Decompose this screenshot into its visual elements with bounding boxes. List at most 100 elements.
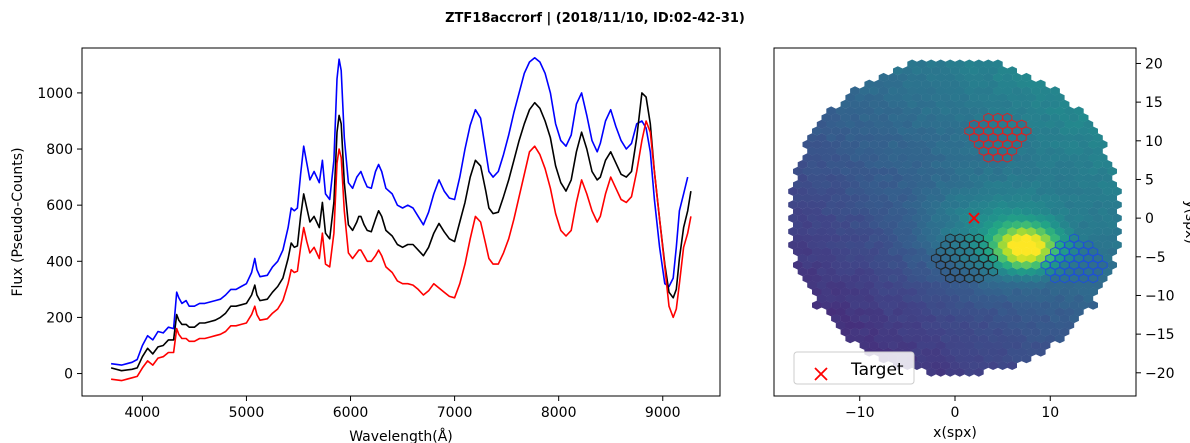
spaxel — [1059, 220, 1070, 230]
spaxel — [1045, 267, 1056, 277]
spaxel — [1054, 253, 1065, 263]
spaxel — [978, 119, 989, 129]
spaxel — [1107, 166, 1117, 176]
spaxel — [835, 240, 846, 250]
spaxel — [1035, 106, 1046, 116]
spaxel — [1078, 166, 1089, 176]
spaxel — [840, 113, 851, 123]
spaxel — [888, 166, 898, 176]
spaxel — [1059, 139, 1070, 149]
spaxel — [812, 260, 822, 270]
spaxel — [1083, 200, 1094, 210]
spaxel — [788, 240, 798, 250]
spaxel — [935, 287, 946, 297]
spaxel — [1107, 220, 1117, 230]
spaxel — [926, 340, 936, 350]
spaxel — [883, 267, 894, 277]
spaxel — [1007, 360, 1017, 370]
spaxel — [864, 173, 875, 183]
spaxel — [807, 253, 817, 263]
spaxel — [997, 320, 1008, 330]
spaxel — [959, 280, 970, 290]
spaxel — [854, 173, 865, 183]
spaxel — [945, 367, 956, 377]
map-y-label: y(spx) — [1182, 200, 1190, 244]
spaxel — [864, 307, 875, 317]
spaxel — [1012, 113, 1022, 123]
spaxel — [835, 320, 846, 330]
spaxel — [1026, 334, 1037, 344]
spaxel — [1054, 334, 1065, 344]
spaxel — [1035, 186, 1046, 196]
spaxel — [1050, 327, 1060, 337]
spaxel — [907, 206, 917, 216]
spaxel — [945, 273, 956, 283]
spaxel — [993, 354, 1003, 364]
spaxel — [1045, 146, 1056, 156]
spaxel — [840, 220, 851, 230]
spaxel — [916, 273, 927, 283]
spaxel — [1040, 314, 1051, 324]
spaxel — [1021, 126, 1032, 136]
spaxel — [797, 227, 808, 237]
spaxel — [1026, 227, 1037, 237]
spaxel — [945, 327, 956, 337]
spaxel — [1016, 213, 1027, 223]
spaxel — [797, 253, 808, 263]
spaxel — [964, 287, 975, 297]
spaxel — [1059, 273, 1070, 283]
spaxel — [983, 287, 994, 297]
spaxel — [854, 267, 865, 277]
spaxel — [1059, 126, 1070, 136]
spaxel — [1031, 287, 1041, 297]
aperture-spaxel-red — [992, 112, 1003, 123]
spaxel — [802, 180, 813, 190]
spaxel — [840, 206, 851, 216]
map-y-tick-label: 0 — [1145, 211, 1154, 227]
spaxel — [1012, 166, 1022, 176]
spaxel — [1064, 227, 1075, 237]
spaxel — [1078, 153, 1089, 163]
spaxel — [1002, 273, 1013, 283]
spaxel — [1035, 227, 1046, 237]
spaxel — [883, 253, 894, 263]
spaxel — [850, 139, 860, 149]
spaxel — [793, 233, 803, 243]
spaxel — [1007, 334, 1017, 344]
spaxel — [907, 180, 917, 190]
spaxel — [1054, 267, 1065, 277]
spaxel — [912, 160, 922, 170]
spaxel — [1031, 220, 1041, 230]
spaxel — [1012, 340, 1022, 350]
spaxel — [835, 173, 846, 183]
spaxel — [940, 200, 951, 210]
map-y-tick-label: 20 — [1145, 56, 1163, 72]
spaxel — [926, 300, 936, 310]
spaxel — [883, 280, 894, 290]
spaxel — [964, 300, 975, 310]
spaxel — [1026, 240, 1037, 250]
spaxel — [1012, 126, 1022, 136]
spaxel — [1035, 307, 1046, 317]
spaxel — [997, 186, 1008, 196]
spaxel — [950, 133, 960, 143]
spaxel — [1002, 300, 1013, 310]
spaxel — [897, 193, 908, 203]
spaxel — [1078, 113, 1089, 123]
spaxel — [835, 106, 846, 116]
spaxel — [821, 220, 832, 230]
spaxel — [935, 233, 946, 243]
spaxel — [945, 233, 956, 243]
spaxel — [1026, 307, 1037, 317]
spaxel — [945, 72, 956, 82]
spaxel — [793, 260, 803, 270]
spaxel — [964, 126, 975, 136]
spaxel — [974, 193, 984, 203]
spaxel — [940, 293, 951, 304]
spaxel — [931, 160, 941, 170]
spaxel — [969, 173, 979, 183]
spaxel — [816, 240, 827, 250]
spaxel — [897, 153, 908, 163]
spaxel — [993, 273, 1003, 283]
aperture-spaxel-blue — [1083, 240, 1094, 250]
